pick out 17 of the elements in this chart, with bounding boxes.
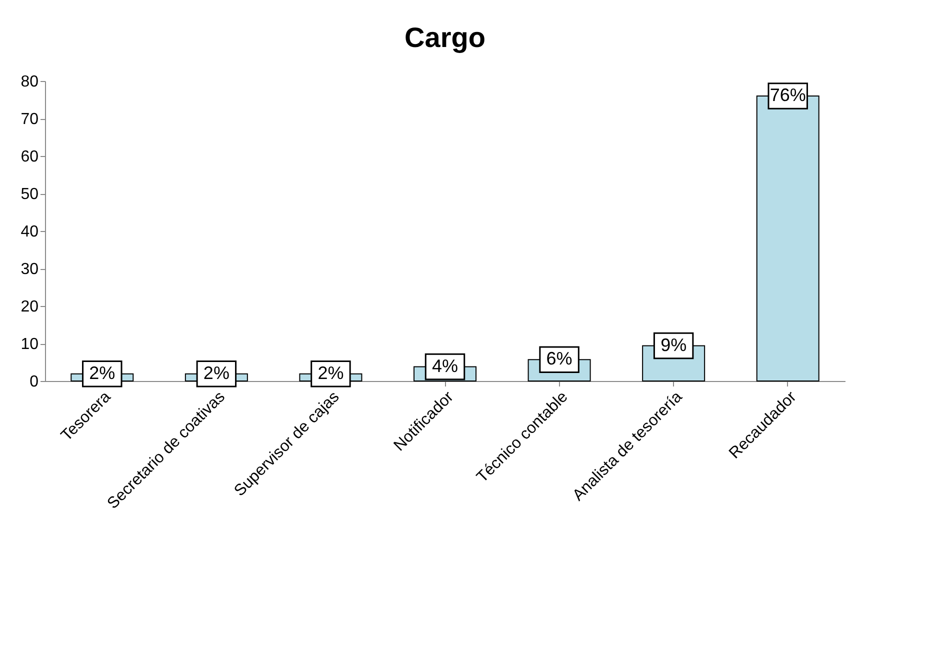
chart-title: Cargo [404,22,486,53]
data-label: 6% [546,348,572,369]
y-tick-label: 40 [20,224,39,240]
y-tick-label: 80 [20,74,39,90]
y-tick-label: 70 [20,111,39,128]
y-tick-label: 30 [20,261,39,278]
y-tick-label: 10 [20,336,39,353]
y-tick-label: 0 [30,374,39,390]
data-label: 2% [89,362,116,383]
data-label: 76% [770,85,806,105]
data-label: 9% [660,334,687,355]
data-label: 4% [432,356,458,376]
y-tick-label: 20 [20,298,39,316]
y-tick-label: 60 [20,148,39,166]
data-label: 2% [318,362,344,383]
data-label: 2% [203,362,230,383]
y-tick-label: 50 [20,186,39,203]
